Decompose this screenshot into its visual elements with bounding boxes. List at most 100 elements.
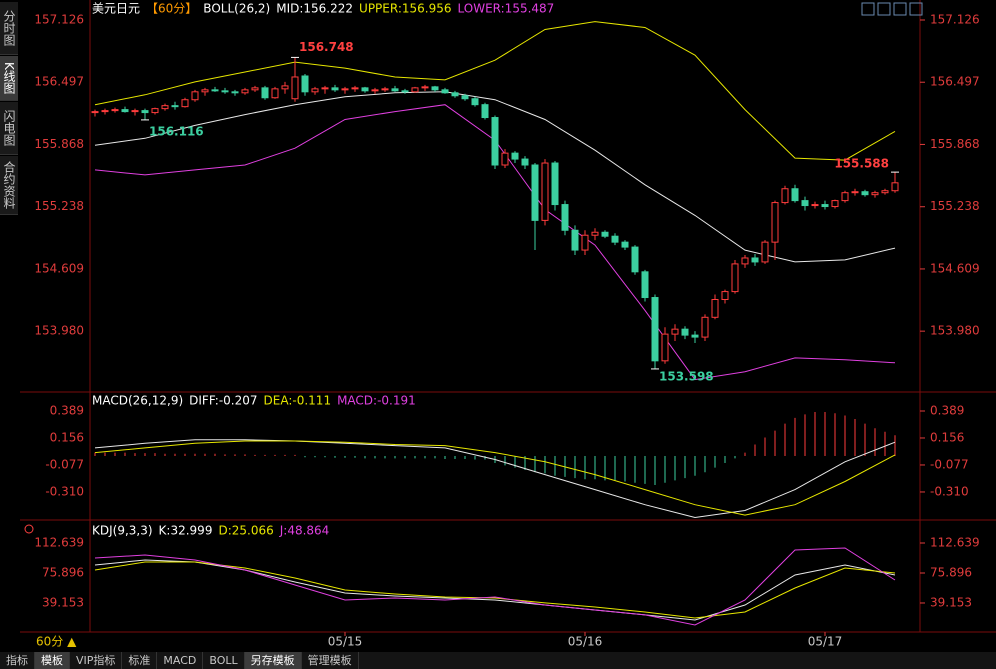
- candle-body: [711, 299, 719, 318]
- candle-body: [271, 88, 279, 99]
- y-tick-label: -0.077: [930, 457, 969, 471]
- y-tick-label: -0.077: [45, 457, 84, 471]
- candle-body: [91, 111, 99, 114]
- kdj-line: [94, 559, 896, 621]
- sidebar-tab[interactable]: K线图: [0, 56, 18, 101]
- settings-icon[interactable]: [24, 524, 34, 534]
- candle-body: [671, 328, 679, 335]
- panel-header: 美元日元: [92, 2, 140, 16]
- candle-body: [831, 200, 839, 208]
- y-tick-label: 0.156: [50, 430, 84, 444]
- candle-body: [251, 87, 259, 91]
- y-tick-label: 153.980: [930, 324, 980, 338]
- candle-body: [771, 202, 779, 243]
- candle-body: [471, 98, 479, 106]
- y-tick-label: 0.389: [50, 403, 84, 417]
- y-tick-label: 75.896: [42, 565, 84, 579]
- candle-body: [321, 87, 329, 90]
- y-tick-label: 155.238: [930, 199, 980, 213]
- panel-header: D:25.066: [218, 524, 273, 538]
- kdj-line: [94, 561, 896, 619]
- candle-body: [561, 204, 569, 231]
- candle-body: [661, 333, 669, 362]
- y-tick-label: 39.153: [42, 595, 84, 609]
- bottom-tab[interactable]: 管理模板: [302, 652, 359, 669]
- candle-body: [551, 162, 559, 206]
- candle-body: [231, 91, 239, 94]
- bottom-tab[interactable]: VIP指标: [70, 652, 123, 669]
- candle-body: [701, 316, 709, 338]
- bottom-tab[interactable]: 另存模板: [244, 652, 302, 669]
- bottom-tab[interactable]: 标准: [122, 652, 158, 669]
- candle-body: [431, 86, 439, 91]
- candle-body: [821, 204, 829, 208]
- period-label[interactable]: 60分 ▲: [36, 635, 77, 649]
- candle-body: [801, 200, 809, 207]
- candle-body: [301, 75, 309, 93]
- candle-body: [101, 110, 109, 113]
- candle-body: [601, 231, 609, 237]
- sidebar-tab[interactable]: 闪电图: [0, 102, 18, 155]
- candle-body: [571, 229, 579, 251]
- panel-header: UPPER:156.956: [359, 2, 451, 16]
- sidebar-tab[interactable]: 合约资料: [0, 156, 18, 215]
- toolbar-icons[interactable]: [861, 2, 923, 16]
- candle-body: [291, 76, 299, 100]
- macd-line: [94, 440, 896, 516]
- candle-body: [131, 110, 139, 113]
- candle-body: [851, 191, 859, 194]
- candle-body: [341, 88, 349, 91]
- candle-body: [451, 92, 459, 97]
- candle-body: [721, 291, 729, 301]
- candle-body: [741, 257, 749, 265]
- candle-body: [581, 234, 589, 251]
- y-tick-label: 0.156: [930, 430, 964, 444]
- candle-body: [201, 89, 209, 93]
- chart: 60分 ▲ 美元日元 【60分】 BOLL(26,2) MID:156.222 UPPE…: [20, 0, 996, 649]
- x-tick-label: 05/16: [568, 635, 603, 649]
- candle-body: [501, 152, 509, 166]
- candle-body: [171, 105, 179, 108]
- y-tick-label: 157.126: [34, 13, 84, 27]
- candle-body: [141, 110, 149, 114]
- candle-body: [381, 88, 389, 91]
- y-tick-label: 157.126: [930, 13, 980, 27]
- candle-body: [541, 162, 549, 221]
- panel-header: DIFF:-0.207: [189, 394, 257, 408]
- candle-body: [511, 152, 519, 160]
- candle-body: [891, 182, 899, 192]
- candle-body: [681, 328, 689, 336]
- candle-body: [881, 190, 889, 194]
- candle-body: [751, 257, 759, 263]
- candle-body: [791, 188, 799, 202]
- macd-line: [94, 439, 896, 519]
- candle-body: [611, 235, 619, 243]
- candle-body: [491, 117, 499, 166]
- y-tick-label: 153.980: [34, 324, 84, 338]
- bottom-tab[interactable]: 指标: [0, 652, 35, 669]
- panel-header: LOWER:155.487: [458, 2, 555, 16]
- y-tick-label: 75.896: [930, 565, 972, 579]
- price-annotation: 156.116: [149, 124, 204, 138]
- candle-body: [361, 87, 369, 92]
- bottom-tab[interactable]: BOLL: [203, 652, 245, 669]
- candle-body: [841, 192, 849, 202]
- y-tick-label: 154.609: [930, 261, 980, 275]
- candle-body: [241, 89, 249, 94]
- candle-body: [311, 88, 319, 93]
- candle-body: [261, 87, 269, 99]
- candle-body: [441, 89, 449, 94]
- candle-body: [281, 85, 289, 90]
- candle-body: [371, 89, 379, 92]
- candle-body: [121, 109, 129, 113]
- bottom-tab[interactable]: 模板: [35, 652, 70, 669]
- sidebar-tab[interactable]: 分时图: [0, 2, 18, 55]
- panel-header: MACD(26,12,9): [92, 394, 183, 408]
- bottom-tab[interactable]: MACD: [157, 652, 204, 669]
- y-tick-label: 155.868: [34, 137, 84, 151]
- candle-body: [521, 158, 529, 166]
- candle-body: [531, 164, 539, 221]
- candle-body: [331, 87, 339, 91]
- candle-body: [461, 95, 469, 100]
